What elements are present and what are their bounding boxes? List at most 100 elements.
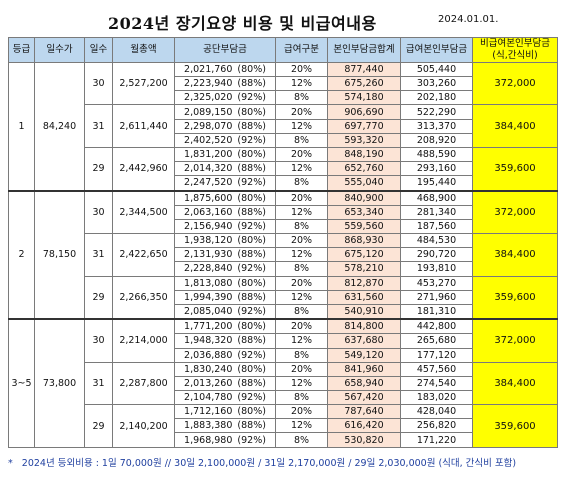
gov-share-amount: 2,325,020 [184, 92, 233, 104]
gov-share-cell: 1,968,980 (92%) [174, 432, 276, 448]
copay-cell: 281,340 [400, 204, 473, 220]
grade-cell: 3~5 [8, 318, 35, 449]
copay-cell: 187,560 [400, 218, 473, 235]
gov-share-amount: 2,021,760 [184, 64, 233, 76]
gov-share-amount: 1,712,160 [184, 406, 233, 418]
copay-cell: 453,270 [400, 275, 473, 291]
gov-share-percent: (92%) [237, 92, 266, 104]
self-pay-total-cell: 787,640 [327, 404, 401, 420]
gov-share-percent: (92%) [237, 263, 266, 275]
gov-share-cell: 2,131,930 (88%) [174, 247, 276, 263]
gov-share-amount: 2,013,260 [184, 377, 233, 389]
gov-share-percent: (92%) [237, 349, 266, 361]
non-covered-cell: 359,600 [472, 275, 558, 320]
gov-share-percent: (88%) [237, 249, 266, 261]
daily-fee-cell: 73,800 [34, 318, 85, 449]
header-non-covered-line1: 비급여본인부담금 [480, 38, 550, 50]
gov-share-amount: 2,223,940 [184, 78, 233, 90]
days-cell: 29 [84, 275, 113, 320]
copay-cell: 208,920 [400, 132, 473, 148]
gov-share-cell: 2,014,320 (88%) [174, 161, 276, 177]
gov-share-percent: (92%) [237, 220, 266, 232]
gov-share-amount: 2,298,070 [184, 120, 233, 132]
header-non-covered: 비급여본인부담금 (식,간식비) [472, 37, 558, 63]
gov-share-cell: 2,104,780 (92%) [174, 389, 276, 406]
copay-cell: 195,440 [400, 175, 473, 191]
gov-share-amount: 1,994,390 [184, 291, 233, 303]
gov-share-amount: 2,156,940 [184, 220, 233, 232]
benefit-type-cell: 12% [275, 161, 328, 177]
self-pay-total-cell: 637,680 [327, 333, 401, 349]
gov-share-amount: 1,830,240 [184, 363, 233, 375]
monthly-total-cell: 2,214,000 [112, 318, 175, 363]
gov-share-cell: 1,883,380 (88%) [174, 418, 276, 434]
benefit-type-cell: 20% [275, 104, 328, 120]
self-pay-total-cell: 841,960 [327, 361, 401, 377]
copay-cell: 181,310 [400, 303, 473, 320]
gov-share-percent: (88%) [237, 120, 266, 132]
gov-share-cell: 1,712,160 (80%) [174, 404, 276, 420]
benefit-type-cell: 12% [275, 247, 328, 263]
copay-cell: 428,040 [400, 404, 473, 420]
self-pay-total-cell: 574,180 [327, 90, 401, 106]
table-row: 2,131,930 (88%) 12% 675,120 290,720 [9, 247, 558, 263]
benefit-type-cell: 8% [275, 432, 328, 448]
gov-share-percent: (88%) [237, 206, 266, 218]
copay-cell: 193,810 [400, 261, 473, 277]
self-pay-total-cell: 840,900 [327, 189, 401, 206]
gov-share-cell: 2,036,880 (92%) [174, 347, 276, 363]
table-row: 29 2,140,200 1,712,160 (80%) 20% 787,640 428,0… [9, 404, 558, 448]
gov-share-percent: (80%) [237, 363, 266, 375]
monthly-total-cell: 2,266,350 [112, 275, 175, 320]
table-row: 2,036,880 (92%) 8% 549,120 177,120 [9, 347, 558, 363]
gov-share-cell: 2,013,260 (88%) [174, 375, 276, 391]
self-pay-total-cell: 530,820 [327, 432, 401, 448]
gov-share-percent: (92%) [237, 177, 266, 189]
gov-share-cell: 1,771,200 (80%) [174, 318, 276, 335]
days-cell: 30 [84, 61, 113, 106]
self-pay-total-cell: 848,190 [327, 146, 401, 163]
benefit-type-cell: 12% [275, 375, 328, 391]
table-row: 2,104,780 (92%) 8% 567,420 183,020 [9, 389, 558, 406]
gov-share-cell: 2,156,940 (92%) [174, 218, 276, 235]
gov-share-cell: 1,830,240 (80%) [174, 361, 276, 377]
benefit-type-cell: 20% [275, 146, 328, 163]
days-cell: 30 [84, 318, 113, 363]
gov-share-percent: (88%) [237, 335, 266, 347]
grade-cell: 2 [8, 189, 35, 320]
gov-share-amount: 1,948,320 [184, 335, 233, 347]
header-benefit-type: 급여구분 [275, 37, 328, 63]
gov-share-cell: 2,298,070 (88%) [174, 118, 276, 134]
self-pay-total-cell: 653,340 [327, 204, 401, 220]
header-self-pay-total: 본인부담금합계 [327, 37, 401, 63]
gov-share-amount: 2,402,520 [184, 134, 233, 146]
gov-share-cell: 2,063,160 (88%) [174, 204, 276, 220]
monthly-total-cell: 2,344,500 [112, 189, 175, 235]
benefit-type-cell: 20% [275, 318, 328, 335]
table-row: 2,014,320 (88%) 12% 652,760 293,160 [9, 161, 558, 177]
benefit-type-cell: 8% [275, 303, 328, 320]
gov-share-percent: (80%) [237, 321, 266, 333]
self-pay-total-cell: 593,320 [327, 132, 401, 148]
gov-share-amount: 2,247,520 [184, 177, 233, 189]
gov-share-percent: (88%) [237, 78, 266, 90]
gov-share-amount: 2,063,160 [184, 206, 233, 218]
gov-share-amount: 1,813,080 [184, 277, 233, 289]
table-row: 2,228,840 (92%) 8% 578,210 193,810 [9, 261, 558, 277]
copay-cell: 183,020 [400, 389, 473, 406]
gov-share-amount: 2,036,880 [184, 349, 233, 361]
footnote: * 2024년 등외비용 : 1일 70,000원 // 30일 2,100,0… [8, 455, 560, 469]
benefit-type-cell: 8% [275, 90, 328, 106]
days-cell: 31 [84, 104, 113, 148]
non-covered-cell: 372,000 [472, 61, 558, 106]
gov-share-amount: 1,968,980 [184, 434, 233, 446]
table-row: 3~5 73,800 30 2,214,000 1,771,200 (80%) 20% 814… [8, 318, 558, 449]
self-pay-total-cell: 675,260 [327, 76, 401, 92]
gov-share-percent: (88%) [237, 291, 266, 303]
benefit-type-cell: 20% [275, 233, 328, 249]
gov-share-amount: 2,085,040 [184, 305, 233, 317]
gov-share-cell: 1,831,200 (80%) [174, 146, 276, 163]
table-row: 2,223,940 (88%) 12% 675,260 303,260 [9, 76, 558, 92]
days-cell: 30 [84, 189, 113, 235]
benefit-type-cell: 8% [275, 132, 328, 148]
